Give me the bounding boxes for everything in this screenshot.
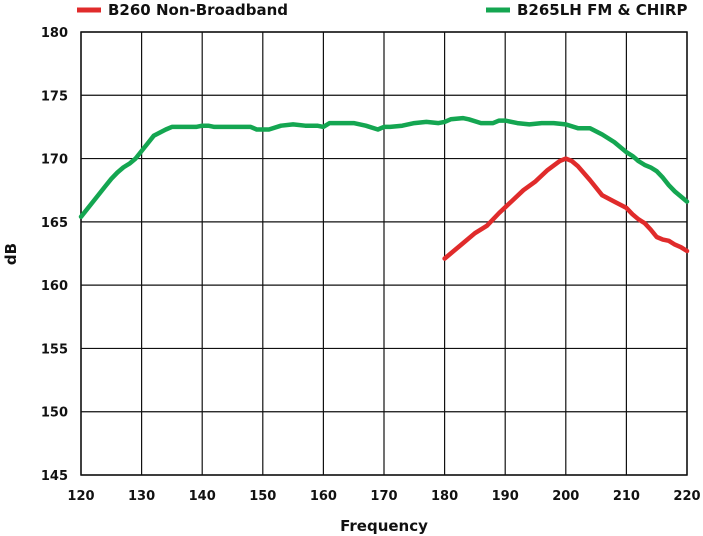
series-layer <box>78 115 690 261</box>
y-tick-label: 165 <box>41 216 68 231</box>
x-tick-label: 190 <box>492 489 519 504</box>
legend: B260 Non-Broadband B265LH FM & CHIRP <box>77 1 687 19</box>
x-tick-label: 180 <box>431 489 458 504</box>
y-axis-label: dB <box>2 243 20 265</box>
series-line-1 <box>442 156 690 261</box>
x-tick-label: 150 <box>249 489 276 504</box>
y-tick-label: 180 <box>41 26 68 41</box>
y-tick-label: 150 <box>41 406 68 421</box>
legend-label-1: B260 Non-Broadband <box>108 1 288 19</box>
y-tick-label: 160 <box>41 279 68 294</box>
x-tick-label: 200 <box>552 489 579 504</box>
x-axis-label: Frequency <box>340 517 428 535</box>
x-tick-label: 170 <box>370 489 397 504</box>
x-tick-label: 120 <box>67 489 94 504</box>
y-tick-label: 155 <box>41 342 68 357</box>
y-tick-label: 175 <box>41 89 68 104</box>
x-tick-label: 220 <box>673 489 700 504</box>
x-tick-label: 160 <box>310 489 337 504</box>
x-tick-label: 210 <box>613 489 640 504</box>
x-tick-label: 130 <box>128 489 155 504</box>
series-line-2 <box>78 115 690 220</box>
y-tick-label: 145 <box>41 469 68 484</box>
x-tick-label: 140 <box>189 489 216 504</box>
legend-label-2: B265LH FM & CHIRP <box>517 1 687 19</box>
plot-frame <box>80 31 688 476</box>
tick-labels: 145 150 155 160 165 170 175 180 120 130 140 150 160 1… <box>41 26 701 504</box>
y-tick-label: 170 <box>41 153 68 168</box>
grid <box>80 31 688 476</box>
